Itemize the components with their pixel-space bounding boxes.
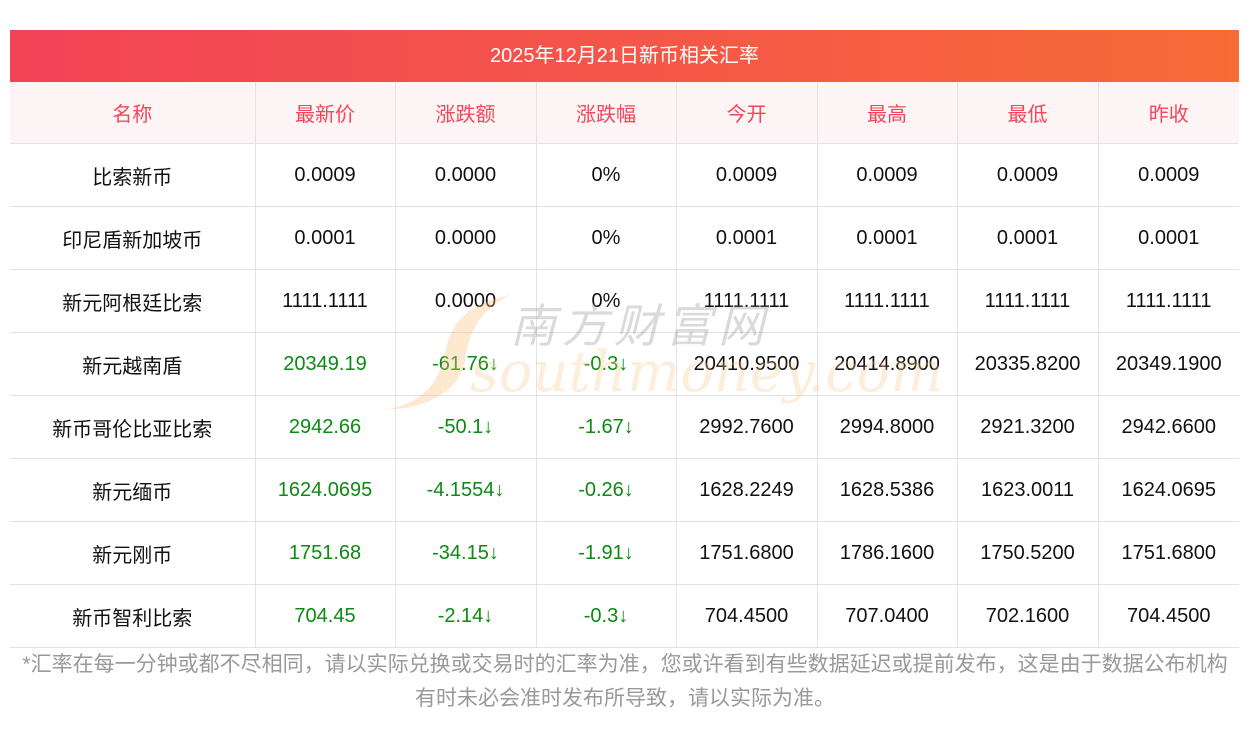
rate-cell: 2942.66: [254, 395, 395, 459]
rate-cell: 1111.1111: [816, 269, 957, 333]
rate-cell: 0.0000: [394, 143, 536, 207]
rate-cell: 20410.9500: [675, 332, 817, 396]
rate-cell: -50.1↓: [394, 395, 536, 459]
rate-cell: 702.1600: [956, 584, 1098, 648]
rate-cell: 0.0009: [254, 143, 395, 207]
rate-cell: 0.0009: [956, 143, 1098, 207]
rate-cell: -61.76↓: [394, 332, 536, 396]
rate-cell: 2921.3200: [956, 395, 1098, 459]
rate-cell: 1623.0011: [956, 458, 1098, 522]
column-header: 涨跌幅: [535, 82, 676, 144]
rate-cell: 704.4500: [1097, 584, 1239, 648]
disclaimer-note: *汇率在每一分钟或都不尽相同，请以实际兑换或交易时的汇率为准，您或许看到有些数据…: [22, 653, 1228, 710]
rate-cell: -0.26↓: [535, 458, 676, 522]
rate-cell: 20349.1900: [1097, 332, 1239, 396]
rate-cell: 1786.1600: [816, 521, 957, 585]
rate-cell: 0.0001: [816, 206, 957, 270]
rate-cell: 1751.6800: [1097, 521, 1239, 585]
rate-cell: 1750.5200: [956, 521, 1098, 585]
table-row: 比索新币 0.0009 0.0000 0% 0.0009 0.0009 0.0009 0.00…: [10, 143, 1239, 207]
table-row: 新元刚币 1751.68 -34.15↓ -1.91↓ 1751.6800 1786.16…: [10, 521, 1239, 585]
currency-name: 新元刚币: [10, 521, 255, 585]
table-row: 印尼盾新加坡币 0.0001 0.0000 0% 0.0001 0.0001 0.0001 0…: [10, 206, 1239, 270]
table-row: 新币智利比索 704.45 -2.14↓ -0.3↓ 704.4500 707.0400 7…: [10, 584, 1239, 648]
currency-name: 新元越南盾: [10, 332, 255, 396]
rate-cell: -0.3↓: [535, 584, 676, 648]
rate-cell: 1628.5386: [816, 458, 957, 522]
rate-cell: 2992.7600: [675, 395, 817, 459]
rate-cell: 20349.19: [254, 332, 395, 396]
column-header: 名称: [10, 82, 255, 144]
column-header: 今开: [675, 82, 817, 144]
rate-cell: -4.1554↓: [394, 458, 536, 522]
rate-cell: 0.0009: [675, 143, 817, 207]
rate-cell: 1111.1111: [956, 269, 1098, 333]
rate-cell: 1111.1111: [1097, 269, 1239, 333]
table-row: 新币哥伦比亚比索 2942.66 -50.1↓ -1.67↓ 2992.7600 2994…: [10, 395, 1239, 459]
column-header: 最高: [816, 82, 957, 144]
rate-cell: 1111.1111: [254, 269, 395, 333]
currency-name: 新币哥伦比亚比索: [10, 395, 255, 459]
column-header: 涨跌额: [394, 82, 536, 144]
rate-cell: 0.0000: [394, 269, 536, 333]
column-header: 最新价: [254, 82, 395, 144]
rate-cell: 1624.0695: [254, 458, 395, 522]
currency-name: 新元阿根廷比索: [10, 269, 255, 333]
rate-cell: 1751.6800: [675, 521, 817, 585]
rates-panel: 2025年12月21日新币相关汇率 名称 最新价 涨跌额 涨跌幅 今开 最高 最低 昨收 比索…: [10, 30, 1239, 648]
table-row: 新元越南盾 20349.19 -61.76↓ -0.3↓ 20410.9500 20414…: [10, 332, 1239, 396]
rate-cell: 1624.0695: [1097, 458, 1239, 522]
rate-cell: -0.3↓: [535, 332, 676, 396]
rate-cell: 0.0009: [1097, 143, 1239, 207]
rate-cell: 0.0009: [816, 143, 957, 207]
rate-cell: 0.0001: [956, 206, 1098, 270]
rate-cell: 20335.8200: [956, 332, 1098, 396]
rate-cell: 0%: [535, 143, 676, 207]
rate-cell: 707.0400: [816, 584, 957, 648]
rate-cell: 0%: [535, 206, 676, 270]
column-header: 最低: [956, 82, 1098, 144]
rate-cell: 704.4500: [675, 584, 817, 648]
rate-cell: -34.15↓: [394, 521, 536, 585]
rate-cell: 1751.68: [254, 521, 395, 585]
header-row: 名称 最新价 涨跌额 涨跌幅 今开 最高 最低 昨收: [10, 82, 1239, 144]
currency-name: 新币智利比索: [10, 584, 255, 648]
rate-cell: -1.67↓: [535, 395, 676, 459]
rate-cell: -1.91↓: [535, 521, 676, 585]
rate-cell: 0.0001: [675, 206, 817, 270]
column-header: 昨收: [1097, 82, 1239, 144]
rate-cell: 1628.2249: [675, 458, 817, 522]
table-title: 2025年12月21日新币相关汇率: [10, 30, 1239, 82]
currency-name: 印尼盾新加坡币: [10, 206, 255, 270]
rates-table: 名称 最新价 涨跌额 涨跌幅 今开 最高 最低 昨收 比索新币 0.0009 0.0000 0% 0.…: [10, 82, 1239, 648]
rate-cell: 0.0001: [1097, 206, 1239, 270]
rate-cell: 0.0000: [394, 206, 536, 270]
rate-cell: 0%: [535, 269, 676, 333]
rate-cell: 704.45: [254, 584, 395, 648]
currency-name: 新元缅币: [10, 458, 255, 522]
rate-cell: 20414.8900: [816, 332, 957, 396]
rate-cell: 2942.6600: [1097, 395, 1239, 459]
rate-cell: 1111.1111: [675, 269, 817, 333]
rate-cell: -2.14↓: [394, 584, 536, 648]
table-row: 新元阿根廷比索 1111.1111 0.0000 0% 1111.1111 1111.11…: [10, 269, 1239, 333]
currency-name: 比索新币: [10, 143, 255, 207]
rate-cell: 0.0001: [254, 206, 395, 270]
rate-cell: 2994.8000: [816, 395, 957, 459]
table-row: 新元缅币 1624.0695 -4.1554↓ -0.26↓ 1628.2249 1628…: [10, 458, 1239, 522]
